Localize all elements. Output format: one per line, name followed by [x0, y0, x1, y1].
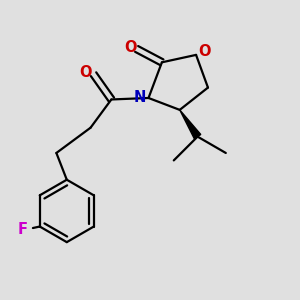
- Text: O: O: [199, 44, 211, 59]
- Polygon shape: [180, 110, 201, 139]
- Text: O: O: [80, 65, 92, 80]
- Text: F: F: [17, 222, 28, 237]
- Text: O: O: [124, 40, 137, 55]
- Text: N: N: [134, 90, 146, 105]
